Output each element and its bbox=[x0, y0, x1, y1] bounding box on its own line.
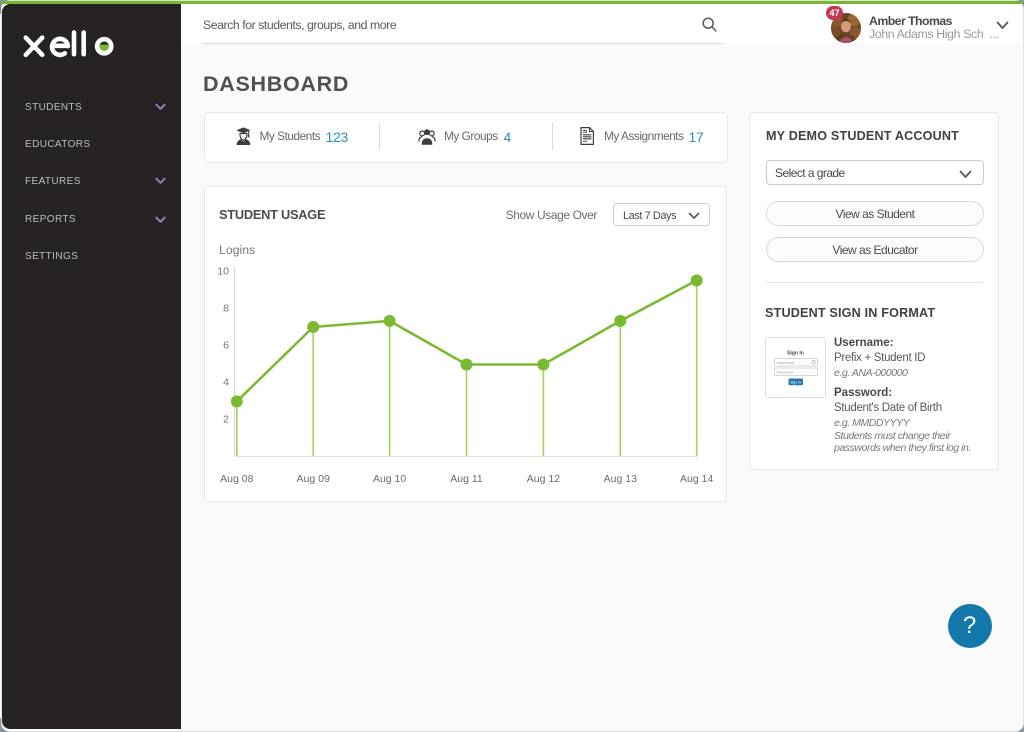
svg-text:Aug 14: Aug 14 bbox=[680, 473, 713, 485]
svg-text:Aug 08: Aug 08 bbox=[220, 473, 253, 485]
svg-text:6: 6 bbox=[223, 339, 229, 351]
svg-text:4: 4 bbox=[223, 376, 229, 388]
svg-text:Password: Password bbox=[777, 370, 794, 374]
svg-text:Aug 09: Aug 09 bbox=[297, 473, 330, 485]
svg-text:2: 2 bbox=[223, 413, 229, 425]
svg-text:10: 10 bbox=[217, 266, 229, 278]
svg-text:Aug 11: Aug 11 bbox=[450, 473, 483, 485]
svg-text:Aug 13: Aug 13 bbox=[604, 473, 637, 485]
svg-text:Username: Username bbox=[777, 361, 795, 365]
svg-text:8: 8 bbox=[223, 302, 229, 314]
svg-text:Aug 10: Aug 10 bbox=[373, 473, 406, 485]
svg-text:Sign In: Sign In bbox=[787, 351, 804, 357]
svg-text:Aug 12: Aug 12 bbox=[527, 473, 560, 485]
svg-text:Sign In: Sign In bbox=[790, 380, 801, 384]
